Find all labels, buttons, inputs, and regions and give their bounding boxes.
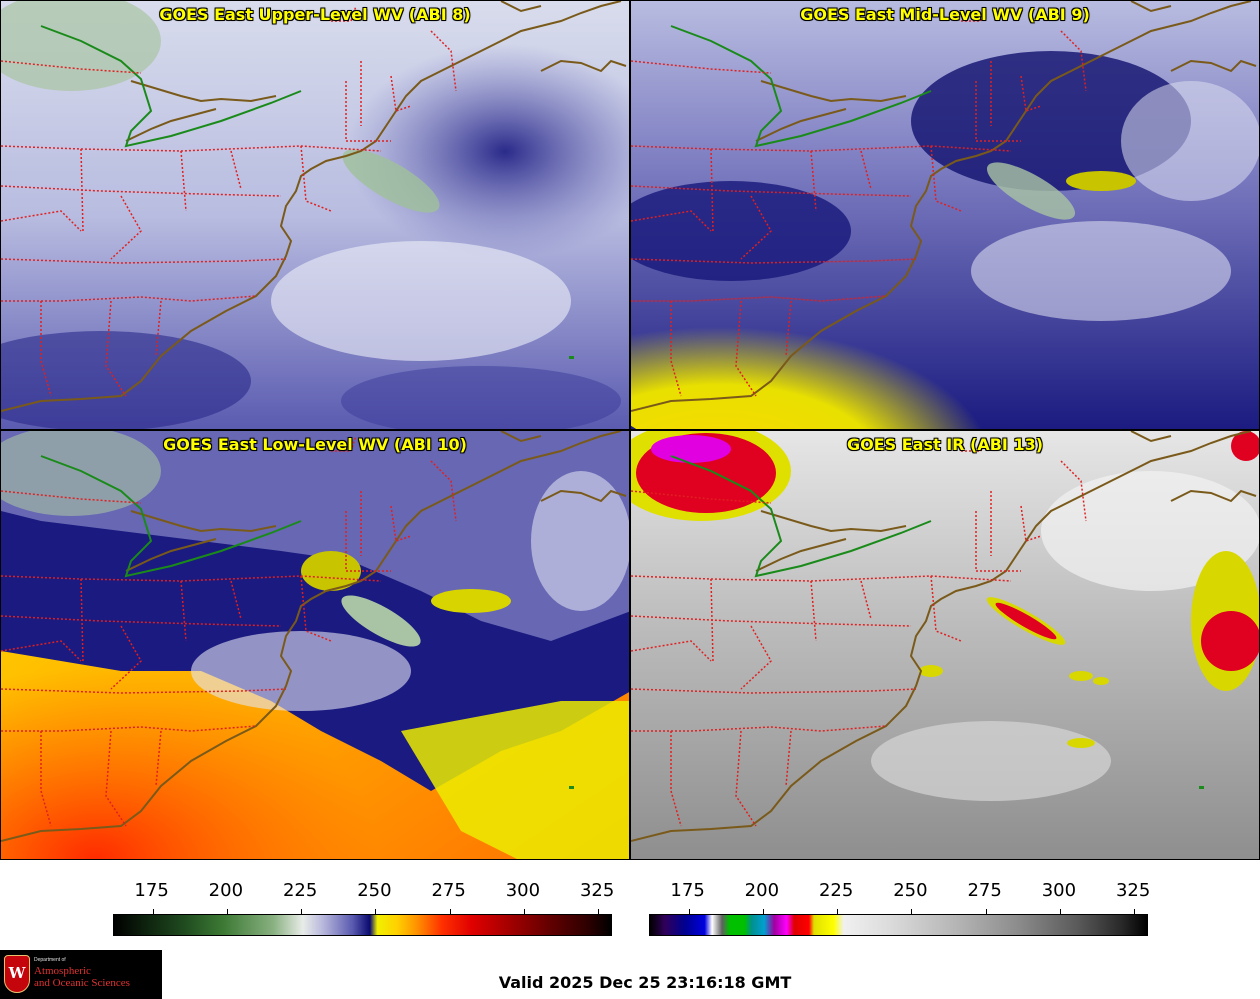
upper-level-wv-map <box>1 1 629 429</box>
colorbar-tick-label: 325 <box>1115 880 1151 901</box>
colorbar-tick-label: 225 <box>282 880 318 901</box>
panel-title: GOES East Upper-Level WV (ABI 8) <box>159 5 471 24</box>
colorbar-tick <box>301 909 303 915</box>
colorbar-tick <box>985 909 987 915</box>
upper-level-wv-panel: GOES East Upper-Level WV (ABI 8) <box>0 0 630 430</box>
ir-map <box>631 431 1259 859</box>
low-level-wv-map <box>1 431 629 859</box>
colorbar-tick-label: 225 <box>818 880 854 901</box>
aos-logo[interactable]: W Department of Atmospheric and Oceanic … <box>0 950 162 999</box>
logo-line1: Atmospheric <box>34 965 91 977</box>
uw-crest-icon: W <box>4 955 30 993</box>
logo-line2: and Oceanic Sciences <box>34 977 130 989</box>
colorbar-tick-label: 200 <box>744 880 780 901</box>
ir-panel: GOES East IR (ABI 13) <box>630 430 1260 860</box>
valid-time: Valid 2025 Dec 25 23:16:18 GMT <box>498 973 792 992</box>
colorbar-tick <box>375 909 377 915</box>
colorbar-tick-label: 175 <box>670 880 705 901</box>
panel-title: GOES East IR (ABI 13) <box>846 435 1044 454</box>
colorbar-tick <box>449 909 451 915</box>
colorbar-tick-label: 300 <box>1041 880 1077 901</box>
colorbar-tick-label: 300 <box>505 880 541 901</box>
colorbar-tick-label: 325 <box>579 880 615 901</box>
colorbar-tick <box>152 909 154 915</box>
colorbar-tick-label: 250 <box>893 880 928 901</box>
colorbar-tick-label: 250 <box>357 880 392 901</box>
colorbar-tick <box>911 909 913 915</box>
colorbar-tick <box>523 909 525 915</box>
ir-colorbar-ticklabels: 175 200 225 250 275 300 325 <box>649 880 1151 904</box>
ir-colorbar-gradient <box>649 909 1148 936</box>
logo-dept: Department of <box>34 957 66 963</box>
colorbar-tick-label: 275 <box>967 880 1002 901</box>
wv-colorbar-gradient <box>113 909 612 936</box>
colorbar-tick <box>1134 909 1136 915</box>
ir-colorbar: 175 200 225 250 275 300 325 <box>649 880 1151 936</box>
colorbar-tick <box>837 909 839 915</box>
colorbar-tick-label: 200 <box>208 880 244 901</box>
low-level-wv-panel: GOES East Low-Level WV (ABI 10) <box>0 430 630 860</box>
colorbar-tick <box>1059 909 1061 915</box>
mid-level-wv-map <box>631 1 1259 429</box>
panel-title: GOES East Low-Level WV (ABI 10) <box>163 435 467 454</box>
colorbar-tick-label: 275 <box>431 880 466 901</box>
colorbar-tick <box>762 909 764 915</box>
wv-colorbar: 175 200 225 250 275 300 325 <box>113 880 615 936</box>
panel-title: GOES East Mid-Level WV (ABI 9) <box>800 5 1090 24</box>
colorbar-tick <box>598 909 600 915</box>
mid-level-wv-panel: GOES East Mid-Level WV (ABI 9) <box>630 0 1260 430</box>
colorbar-tick <box>226 909 228 915</box>
colorbar-tick-label: 175 <box>134 880 169 901</box>
colorbar-tick <box>688 909 690 915</box>
wv-colorbar-ticklabels: 175 200 225 250 275 300 325 <box>113 880 615 904</box>
